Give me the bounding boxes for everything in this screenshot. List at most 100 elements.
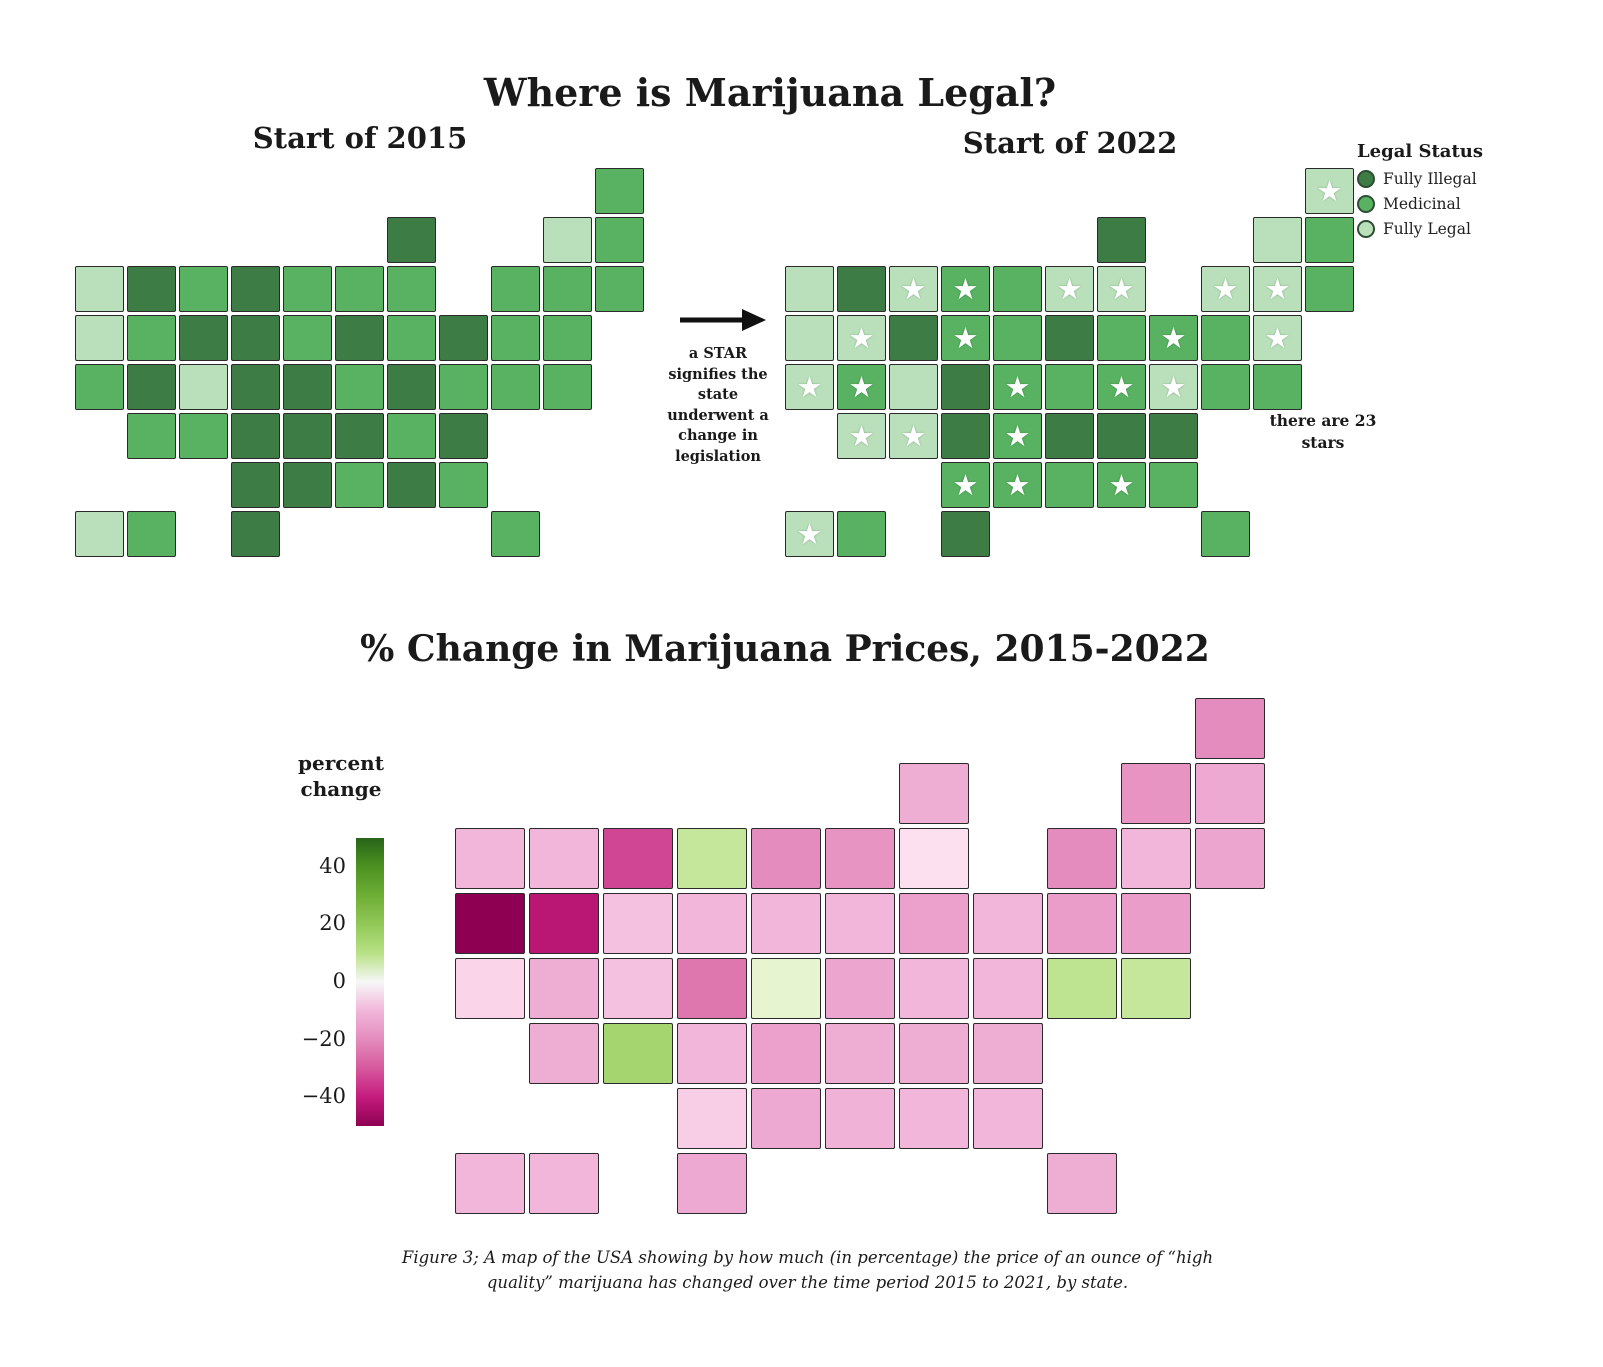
map-2015-subtitle: Start of 2015 [252,121,468,155]
state-tile-tn [335,413,384,459]
legend-item-label: Fully Legal [1383,220,1471,238]
state-tile-co [603,958,673,1019]
state-tile-pa [973,893,1043,954]
state-tile-sc [1149,413,1198,459]
change-star-icon: ★ [1004,468,1031,502]
change-star-icon: ★ [1108,370,1135,404]
state-tile-mt [603,828,673,889]
state-tile-la [283,462,332,508]
state-tile-az [127,413,176,459]
state-tile-ne [231,364,280,410]
state-tile-nc [1097,413,1146,459]
state-tile-ok [231,462,280,508]
legal-status-legend: Legal Status Fully Illegal Medicinal Fully… [1357,141,1527,245]
state-tile-nd: ★ [941,266,990,312]
state-tile-il [825,828,895,889]
state-tile-fl [1047,1153,1117,1214]
star-count-note: there are 23 stars [1269,411,1377,452]
change-star-icon: ★ [1264,321,1291,355]
change-star-icon: ★ [796,517,823,551]
state-tile-ok [677,1088,747,1149]
state-tile-mn [993,266,1042,312]
legend-swatch-icon [1357,170,1375,188]
state-tile-oh [387,315,436,361]
state-tile-mi [387,266,436,312]
star-explanation-note: a STAR signifies the state underwent a c… [667,345,769,465]
state-tile-de [1121,958,1191,1019]
state-tile-va [973,958,1043,1019]
state-tile-ny: ★ [1201,266,1250,312]
change-star-icon: ★ [796,370,823,404]
state-tile-mo: ★ [993,364,1042,410]
state-tile-me [595,168,644,214]
state-tile-la: ★ [993,462,1042,508]
state-tile-wa [455,828,525,889]
state-tile-oh [899,893,969,954]
state-tile-nv [127,315,176,361]
state-tile-wa [75,266,124,312]
change-star-icon: ★ [1316,174,1343,208]
state-tile-ca: ★ [785,364,834,410]
legend-item-label: Fully Illegal [1383,170,1477,188]
colorbar-gradient [356,838,384,1126]
change-star-icon: ★ [1160,370,1187,404]
state-tile-ar [751,1023,821,1084]
state-tile-sd [231,315,280,361]
state-tile-in [825,893,895,954]
state-tile-ct [543,315,592,361]
state-tile-nm: ★ [889,413,938,459]
state-tile-mo [283,364,332,410]
state-tile-ms [1045,462,1094,508]
state-tile-vt [1253,217,1302,263]
change-star-icon: ★ [900,272,927,306]
state-tile-id [837,266,886,312]
state-tile-oh [1097,315,1146,361]
state-tile-ms [335,462,384,508]
state-tile-nj [1047,893,1117,954]
state-tile-or [785,315,834,361]
state-tile-ks [677,1023,747,1084]
colorbar-tick--20: −20 [301,1027,346,1051]
change-star-icon: ★ [1108,272,1135,306]
state-tile-wi [1097,217,1146,263]
legend-item-fully-illegal: Fully Illegal [1357,170,1527,188]
state-tile-id [529,828,599,889]
state-tile-nd [677,828,747,889]
change-star-icon: ★ [1004,370,1031,404]
state-tile-co [179,364,228,410]
state-tile-ri [1195,828,1265,889]
state-tile-in [1045,315,1094,361]
state-tile-ak [455,1153,525,1214]
legal-maps-title: Where is Marijuana Legal? [483,70,1057,115]
state-tile-va: ★ [1149,364,1198,410]
state-tile-ar [283,413,332,459]
state-tile-ma: ★ [1253,266,1302,312]
state-tile-sd: ★ [941,315,990,361]
state-tile-ga [1149,462,1198,508]
state-tile-wy [179,315,228,361]
state-tile-ct [1121,893,1191,954]
state-tile-tx [941,511,990,557]
state-tile-nc [387,413,436,459]
state-tile-il: ★ [1045,266,1094,312]
change-star-icon: ★ [1056,272,1083,306]
colorbar-tick-20: 20 [319,911,346,935]
state-tile-ne [677,958,747,1019]
change-star-icon: ★ [1160,321,1187,355]
legend-title: Legal Status [1357,141,1483,162]
state-tile-vt [543,217,592,263]
state-tile-wv [899,958,969,1019]
change-star-icon: ★ [952,272,979,306]
state-tile-fl [491,511,540,557]
state-tile-or [75,315,124,361]
legend-items: Fully Illegal Medicinal Fully Legal [1357,170,1527,238]
state-tile-me [1195,698,1265,759]
state-tile-mo [751,958,821,1019]
state-tile-ut [127,364,176,410]
state-tile-ia [751,893,821,954]
state-tile-nh [1195,763,1265,824]
state-tile-nm [179,413,228,459]
state-tile-ak [75,511,124,557]
state-tile-ca [75,364,124,410]
state-tile-de [543,364,592,410]
